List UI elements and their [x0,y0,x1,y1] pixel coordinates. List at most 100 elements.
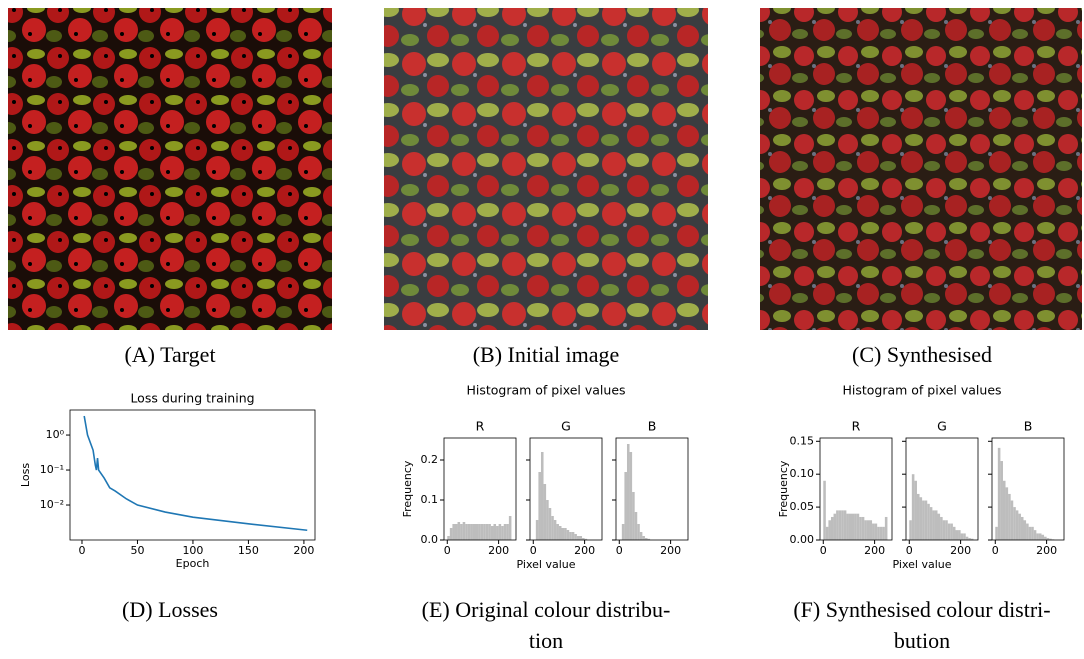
hist-bar [491,526,494,540]
x-tick-label: 0 [530,544,537,557]
hist-bar [880,527,883,540]
hist-bar [564,528,567,540]
x-tick-label: 0 [444,544,451,557]
hist-bar [1021,517,1024,540]
chart-title: Histogram of pixel values [842,383,1001,398]
hist-bar [925,501,928,540]
hist-bar [1024,520,1027,540]
hist-bar [1041,535,1044,540]
hist-bar [912,474,915,540]
caption: (E) Original colour distribu- [422,597,671,622]
hist-bar [864,520,867,540]
x-tick-label: 200 [1036,544,1057,557]
x-tick-label: 200 [574,544,595,557]
hist-bar [885,517,888,540]
hist-bar [823,481,826,540]
hist-bar [943,520,946,540]
hist-bar [836,510,839,540]
hist-bar [567,530,570,540]
hist-bar [538,472,541,540]
hist-bar [572,532,575,540]
hist-bar [554,520,557,540]
x-tick-label: 0 [820,544,827,557]
hist-bar [1026,524,1029,540]
x-axis-label: Epoch [176,557,210,570]
hist-bar [872,524,875,540]
hist-bar [1036,533,1039,540]
y-tick-label: 0.00 [790,533,815,546]
hist-bar [1039,533,1042,540]
hist-bar [468,524,471,540]
hist-bar [826,527,829,540]
x-tick-label: 0 [78,544,85,557]
subplot-title: R [852,419,861,434]
hist-bar [473,524,476,540]
hist-bar [486,524,489,540]
hist-bar [496,526,499,540]
hist-bar [622,524,625,540]
hist-bar [940,517,943,540]
hist-bar [938,514,941,540]
y-axis-label: Frequency [401,460,414,517]
hist-bar [501,526,504,540]
x-tick-label: 150 [238,544,259,557]
y-tick-label: 10⁻¹ [40,463,64,476]
hist-bar [637,524,640,540]
synthesised-image [760,8,1082,330]
hist-bar [914,481,917,540]
hist-bar [493,524,496,540]
hist-bar [556,524,559,540]
hist-bar [544,484,547,540]
hist-bar [574,534,577,540]
hist-bar [1006,487,1009,540]
subplot-title: G [561,419,571,434]
hist-bar [1031,527,1034,540]
hist-bar [909,520,912,540]
hist-bar [950,524,953,540]
subplot-title: R [476,419,485,434]
hist-bar [481,524,484,540]
loss-line [84,416,307,530]
initial-image [384,8,708,330]
hist-bar [948,524,951,540]
x-axis-label: Pixel value [893,558,952,571]
hist-bar [1018,514,1021,540]
y-tick-label: 0.15 [790,434,815,447]
x-tick-label: 100 [182,544,203,557]
hist-bar [460,524,463,540]
hist-bar [455,524,458,540]
hist-bar [869,520,872,540]
hist-bar [1013,507,1016,540]
hist-bar [470,524,473,540]
hist-bar [562,528,565,540]
x-tick-label: 200 [660,544,681,557]
hist-bar [1016,510,1019,540]
y-tick-label: 0.10 [790,467,815,480]
x-tick-label: 200 [864,544,885,557]
hist-bar [877,527,880,540]
x-axis-label: Pixel value [517,558,576,571]
hist-bar [549,508,552,540]
hist-bar [577,536,580,540]
hist-bar [488,524,491,540]
hist-bar [499,524,502,540]
hist-bar [839,510,842,540]
hist-bar [458,522,461,540]
hist-bar [504,524,507,540]
subplot-title: G [937,419,947,434]
hist-bar [579,536,582,540]
hist-bar [569,532,572,540]
hist-bar [917,494,920,540]
x-tick-label: 0 [616,544,623,557]
hist-bar [559,526,562,540]
hist-bar [1034,530,1037,540]
hist-bar [834,514,837,540]
x-tick-label: 0 [992,544,999,557]
axes-frame [70,410,315,540]
hist-bar [465,524,468,540]
hist-bar [1003,481,1006,540]
hist-bar [450,528,453,540]
caption: (C) Synthesised [852,342,992,367]
hist-bar [852,514,855,540]
chart-title: Loss during training [130,391,254,406]
